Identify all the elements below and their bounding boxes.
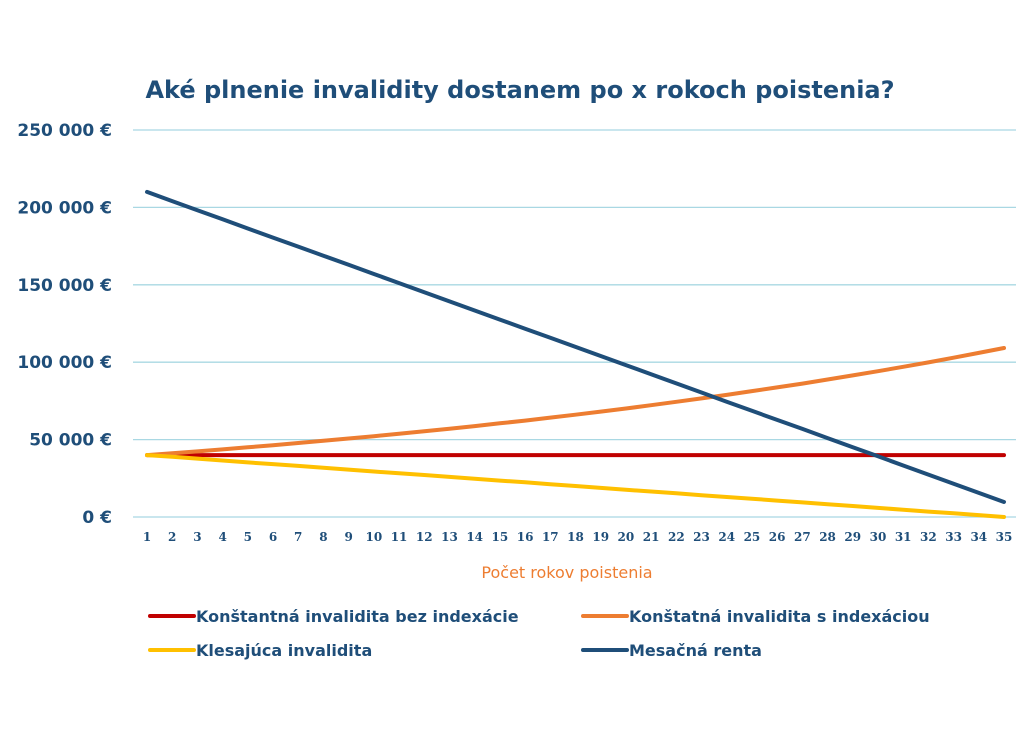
x-tick-label: 4 xyxy=(218,530,226,544)
x-tick-label: 2 xyxy=(168,530,176,544)
x-tick-label: 21 xyxy=(643,530,660,544)
x-tick-label: 11 xyxy=(391,530,408,544)
chart-title: Aké plnenie invalidity dostanem po x rok… xyxy=(145,76,894,104)
gridlines xyxy=(133,129,1016,518)
x-tick-label: 25 xyxy=(744,530,761,544)
x-tick-label: 16 xyxy=(517,530,534,544)
x-tick-label: 22 xyxy=(668,530,685,544)
y-axis-ticks: 0 € 50 000 € 100 000 € 150 000 € 200 000 € 25… xyxy=(17,121,112,528)
x-tick-label: 5 xyxy=(244,530,252,544)
series-line xyxy=(145,346,1006,458)
x-tick-label: 3 xyxy=(193,530,201,544)
x-tick-label: 8 xyxy=(319,530,327,544)
x-tick-label: 33 xyxy=(945,530,962,544)
x-tick-label: 17 xyxy=(542,530,559,544)
x-tick-label: 26 xyxy=(769,530,786,544)
series-lines xyxy=(145,189,1006,519)
x-tick-label: 12 xyxy=(416,530,433,544)
x-tick-label: 24 xyxy=(718,530,735,544)
y-tick-label: 250 000 € xyxy=(17,121,112,141)
y-tick-label: 200 000 € xyxy=(17,198,112,218)
x-axis-ticks: 1 2 3 4 5 6 7 8 9 10 11 12 13 14 15 16 17 18 19 20 21 22 23 24 2… xyxy=(143,530,1013,544)
x-axis-label: Počet rokov poistenia xyxy=(481,563,652,582)
x-tick-label: 20 xyxy=(618,530,635,544)
x-tick-label: 7 xyxy=(294,530,302,544)
legend-label: Klesajúca invalidita xyxy=(196,641,372,660)
x-tick-label: 9 xyxy=(344,530,352,544)
series-line xyxy=(145,189,1006,504)
x-tick-label: 34 xyxy=(970,530,987,544)
x-tick-label: 27 xyxy=(794,530,811,544)
series-line xyxy=(145,453,1006,519)
legend-label: Mesačná renta xyxy=(629,641,762,660)
legend-label: Konštatná invalidita s indexáciou xyxy=(629,607,930,626)
legend-label: Konštantná invalidita bez indexácie xyxy=(196,607,519,626)
y-tick-label: 150 000 € xyxy=(17,276,112,296)
x-tick-label: 14 xyxy=(466,530,483,544)
legend: Konštantná invalidita bez indexácie Konšt… xyxy=(148,607,930,660)
x-tick-label: 13 xyxy=(441,530,458,544)
x-tick-label: 1 xyxy=(143,530,151,544)
y-tick-label: 50 000 € xyxy=(29,431,112,451)
x-tick-label: 29 xyxy=(844,530,861,544)
x-tick-label: 31 xyxy=(895,530,912,544)
x-tick-label: 10 xyxy=(366,530,383,544)
x-tick-label: 28 xyxy=(819,530,836,544)
y-tick-label: 100 000 € xyxy=(17,353,112,373)
y-tick-label: 0 € xyxy=(82,508,112,528)
x-tick-label: 19 xyxy=(592,530,609,544)
x-tick-label: 35 xyxy=(996,530,1013,544)
x-tick-label: 6 xyxy=(269,530,277,544)
x-tick-label: 15 xyxy=(492,530,509,544)
x-tick-label: 18 xyxy=(567,530,584,544)
x-tick-label: 30 xyxy=(870,530,887,544)
x-tick-label: 23 xyxy=(693,530,710,544)
x-tick-label: 32 xyxy=(920,530,937,544)
